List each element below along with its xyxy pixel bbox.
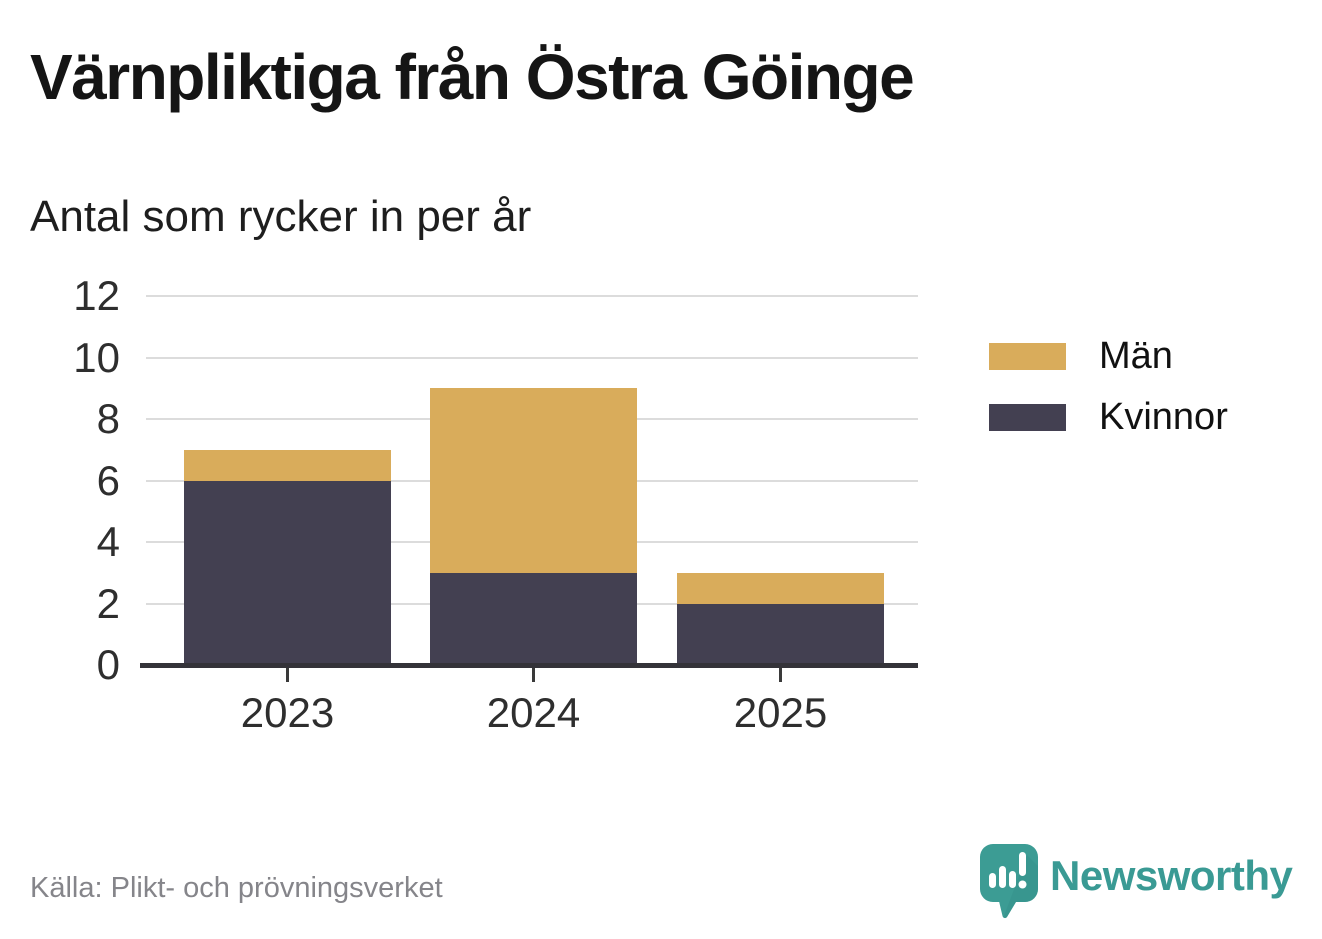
y-tick-label: 0 [96,641,120,688]
bar-segment-kvinnor-2025 [677,603,884,665]
axis-tick [286,668,289,682]
legend: Män Kvinnor [989,337,1228,436]
legend-label: Män [1099,335,1173,377]
chart-title: Värnpliktiga från Östra Göinge [30,41,915,113]
bar-segment-män-2023 [184,449,391,481]
gridline [146,356,918,359]
chart-subtitle: Antal som rycker in per år [30,192,532,241]
y-tick-label: 10 [73,333,120,381]
legend-item-kvinnor: Kvinnor [989,398,1228,436]
gridline [146,295,918,297]
bar-segment-män-2025 [677,572,884,604]
legend-swatch [989,342,1066,370]
brand-wordmark: Newsworthy [1050,852,1293,899]
legend-item-män: Män [989,337,1228,375]
source-text: Källa: Plikt- och prövningsverket [30,872,443,904]
newsworthy-speech-bubble-chart-icon [980,844,1038,919]
x-tick-label: 2023 [240,689,335,736]
y-tick-label: 4 [96,518,120,565]
x-tick-label: 2025 [733,689,828,736]
y-tick-label: 6 [96,456,120,504]
legend-label: Kvinnor [1099,396,1228,438]
bar-segment-kvinnor-2023 [184,480,391,665]
bar-segment-män-2024 [430,388,637,573]
y-tick-label: 2 [96,579,120,627]
x-axis-line [140,663,918,668]
axis-tick [532,668,535,682]
y-tick-label: 8 [96,395,120,442]
bar-segment-kvinnor-2024 [430,572,637,665]
legend-swatch [989,403,1066,431]
y-tick-label: 12 [73,272,120,319]
axis-tick [779,668,782,682]
newsworthy-logo: Newsworthy [978,843,1293,923]
x-tick-label: 2024 [486,689,581,736]
